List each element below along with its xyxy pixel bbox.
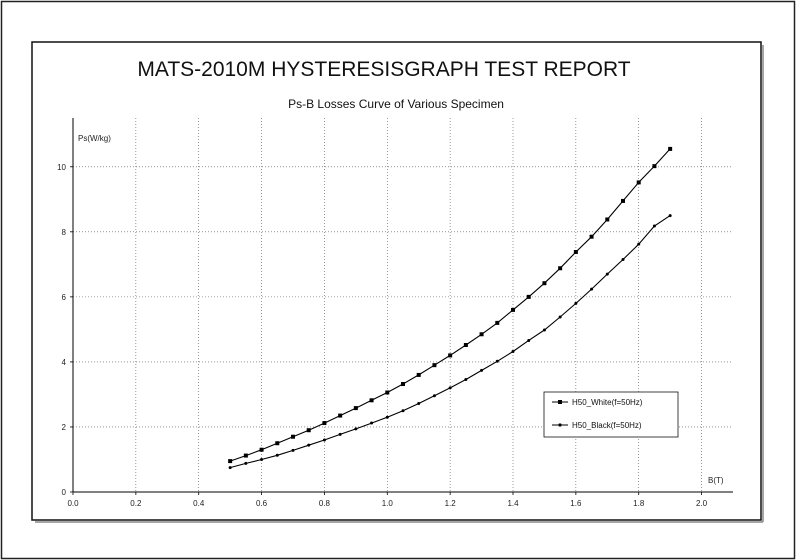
data-point-0 [636, 180, 641, 185]
report-title: MATS-2010M HYSTERESISGRAPH TEST REPORT [137, 58, 630, 81]
data-point-0 [652, 164, 657, 169]
data-point-1 [668, 214, 672, 218]
data-point-1 [590, 287, 594, 291]
x-tick-label: 0.8 [319, 499, 331, 508]
data-point-0 [228, 459, 233, 464]
data-point-1 [495, 359, 499, 363]
axis-layer [70, 118, 733, 495]
data-point-1 [574, 301, 578, 305]
data-point-1 [275, 453, 279, 457]
data-point-0 [259, 447, 264, 452]
data-point-0 [338, 413, 343, 418]
y-tick-label: 10 [57, 163, 66, 172]
y-tick-label: 0 [62, 488, 67, 497]
data-point-0 [416, 372, 421, 377]
y-tick-label: 6 [62, 293, 67, 302]
grid-layer [73, 118, 733, 492]
data-point-0 [306, 428, 311, 433]
data-point-0 [589, 234, 594, 239]
data-point-1 [480, 368, 484, 372]
data-point-1 [621, 257, 625, 261]
data-point-1 [354, 427, 358, 431]
inner-frame [31, 41, 762, 521]
x-axis-label: B(T) [708, 476, 724, 485]
data-point-1 [385, 415, 389, 419]
data-point-1 [417, 402, 421, 406]
data-point-0 [605, 217, 610, 222]
data-point-1 [448, 386, 452, 390]
data-point-1 [637, 242, 641, 246]
data-point-0 [558, 266, 563, 271]
data-point-1 [605, 272, 609, 276]
y-tick-label: 2 [62, 423, 67, 432]
data-point-0 [385, 390, 390, 395]
x-tick-label: 0.6 [256, 499, 268, 508]
data-point-0 [291, 434, 295, 439]
data-point-0 [432, 363, 437, 368]
data-point-1 [338, 432, 342, 436]
data-point-0 [573, 249, 578, 254]
y-tick-label: 8 [62, 228, 67, 237]
data-point-1 [291, 448, 295, 452]
data-point-0 [322, 421, 327, 426]
legend-marker-white [558, 400, 562, 404]
x-tick-label: 1.6 [570, 499, 582, 508]
x-tick-label: 0.4 [193, 499, 205, 508]
data-point-0 [463, 343, 468, 348]
x-tick-label: 1.4 [507, 499, 519, 508]
data-point-0 [448, 353, 453, 358]
legend-marker-black [558, 423, 562, 427]
x-tick-label: 1.0 [382, 499, 394, 508]
legend-label-white: H50_White(f=50Hz) [572, 398, 643, 407]
data-point-0 [479, 332, 484, 337]
data-point-0 [275, 441, 280, 446]
data-point-0 [495, 320, 500, 325]
x-tick-label: 0.0 [67, 499, 79, 508]
data-point-1 [322, 438, 326, 442]
data-point-0 [621, 198, 625, 203]
data-point-1 [401, 409, 405, 413]
x-tick-label: 1.8 [633, 499, 645, 508]
y-tick-label: 4 [62, 358, 67, 367]
data-point-0 [243, 453, 248, 458]
data-point-1 [464, 377, 468, 381]
data-point-1 [558, 315, 562, 319]
data-point-0 [526, 294, 531, 299]
series-layer [228, 146, 673, 470]
legend-label-black: H50_Black(f=50Hz) [572, 421, 642, 430]
data-point-0 [369, 398, 374, 403]
data-point-0 [353, 406, 358, 411]
data-point-1 [432, 394, 436, 398]
data-point-0 [401, 382, 405, 387]
data-point-1 [307, 443, 311, 447]
x-tick-label: 2.0 [696, 499, 708, 508]
data-point-0 [668, 146, 673, 151]
data-point-1 [228, 466, 232, 470]
data-point-1 [260, 457, 264, 461]
data-point-1 [511, 350, 515, 354]
data-point-1 [542, 328, 546, 332]
x-tick-label: 1.2 [445, 499, 457, 508]
y-axis-label: Ps(W/kg) [78, 134, 111, 143]
legend: H50_White(f=50Hz) H50_Black(f=50Hz) [543, 391, 679, 438]
data-point-1 [244, 461, 248, 465]
data-point-0 [542, 281, 547, 286]
data-point-1 [370, 421, 374, 425]
tick-label-layer: 0.0 0.2 0.4 0.6 0.8 1.0 1.2 1.4 1.6 1.8 2.0 0 2 4 6 8 10 [57, 163, 708, 508]
data-point-0 [511, 307, 515, 312]
x-tick-label: 0.2 [130, 499, 142, 508]
chart-title: Ps-B Losses Curve of Various Specimen [288, 97, 504, 111]
legend-box [543, 391, 679, 438]
data-point-1 [652, 224, 656, 228]
data-point-1 [527, 338, 531, 342]
